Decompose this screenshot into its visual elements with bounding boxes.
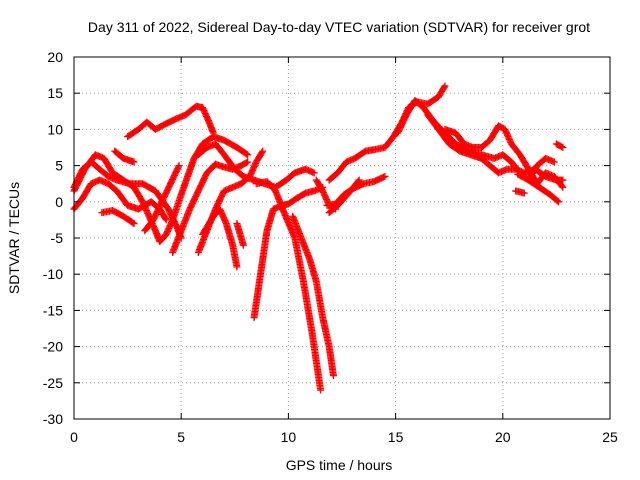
data-point [520, 189, 528, 197]
x-tick-label: 0 [70, 429, 78, 445]
data-point [441, 82, 449, 90]
series-pass-12 [233, 220, 247, 249]
series-pass-15 [289, 212, 337, 380]
data-point [244, 151, 252, 159]
series-pass-19 [325, 82, 449, 184]
data-point [174, 163, 182, 171]
y-tick-label: -10 [43, 266, 63, 282]
y-tick-label: 15 [47, 85, 63, 101]
x-axis-label: GPS time / hours [286, 457, 393, 473]
data-point [550, 158, 558, 166]
data-point [162, 216, 170, 224]
data-point [130, 158, 138, 166]
data-point [161, 215, 169, 223]
data-point [242, 159, 250, 167]
data-point [355, 176, 363, 184]
series-pass-18 [325, 176, 363, 217]
data-point [175, 162, 183, 170]
data-point [329, 372, 337, 380]
data-point [259, 147, 267, 155]
series-pass-23 [514, 154, 558, 184]
data-point [258, 148, 266, 156]
series-pass-7 [141, 162, 183, 235]
data-point [317, 386, 325, 394]
x-tick-label: 25 [602, 429, 618, 445]
series-pass-11 [199, 205, 241, 271]
x-tick-label: 10 [281, 429, 297, 445]
series-pass-6 [124, 102, 217, 141]
y-tick-label: -20 [43, 339, 63, 355]
data-point [354, 177, 362, 185]
data-point [129, 219, 137, 227]
axes: 0 5 10 15 20 25 -30 -25 -20 -15 -10 -5 0 5 10 15 20 [43, 49, 618, 445]
y-axis-label: SDTVAR / TECUs [6, 182, 22, 294]
y-tick-label: 10 [47, 121, 63, 137]
data-point [553, 197, 561, 205]
y-tick-label: 5 [55, 158, 63, 174]
series-pass-4 [98, 206, 138, 228]
data-point [242, 150, 250, 158]
series-pass-25 [552, 140, 567, 151]
data-point [381, 172, 389, 180]
data-point [130, 220, 138, 228]
data-point [199, 229, 207, 237]
series-pass-2 [70, 158, 185, 242]
data-point [558, 143, 566, 151]
data-point [239, 241, 247, 249]
data-point [440, 83, 448, 91]
data-point [559, 144, 567, 151]
data-point [559, 183, 567, 191]
data-point [555, 198, 563, 206]
data-point [558, 182, 566, 190]
series-pass-8 [169, 158, 252, 256]
x-tick-label: 5 [177, 429, 185, 445]
series-pass-9 [194, 147, 267, 256]
series-pass-13 [250, 183, 327, 322]
data-series [70, 82, 567, 394]
x-tick-label: 15 [388, 429, 404, 445]
grid [74, 57, 610, 419]
y-tick-label: -25 [43, 375, 63, 391]
y-tick-label: -30 [43, 411, 63, 427]
x-tick-label: 20 [495, 429, 511, 445]
y-tick-label: 0 [55, 194, 63, 210]
y-tick-label: -15 [43, 302, 63, 318]
y-tick-label: 20 [47, 49, 63, 65]
series-pass-14 [252, 178, 325, 394]
series-pass-22 [441, 122, 567, 191]
data-point [244, 158, 252, 166]
chart-title: Day 311 of 2022, Sidereal Day-to-day VTE… [88, 19, 590, 35]
series-pass-20 [394, 96, 563, 206]
data-point [209, 129, 217, 137]
data-point [310, 169, 318, 177]
series-pass-24 [512, 187, 528, 197]
data-point [199, 230, 207, 238]
y-tick-label: -5 [51, 230, 64, 246]
series-pass-5 [111, 147, 138, 166]
